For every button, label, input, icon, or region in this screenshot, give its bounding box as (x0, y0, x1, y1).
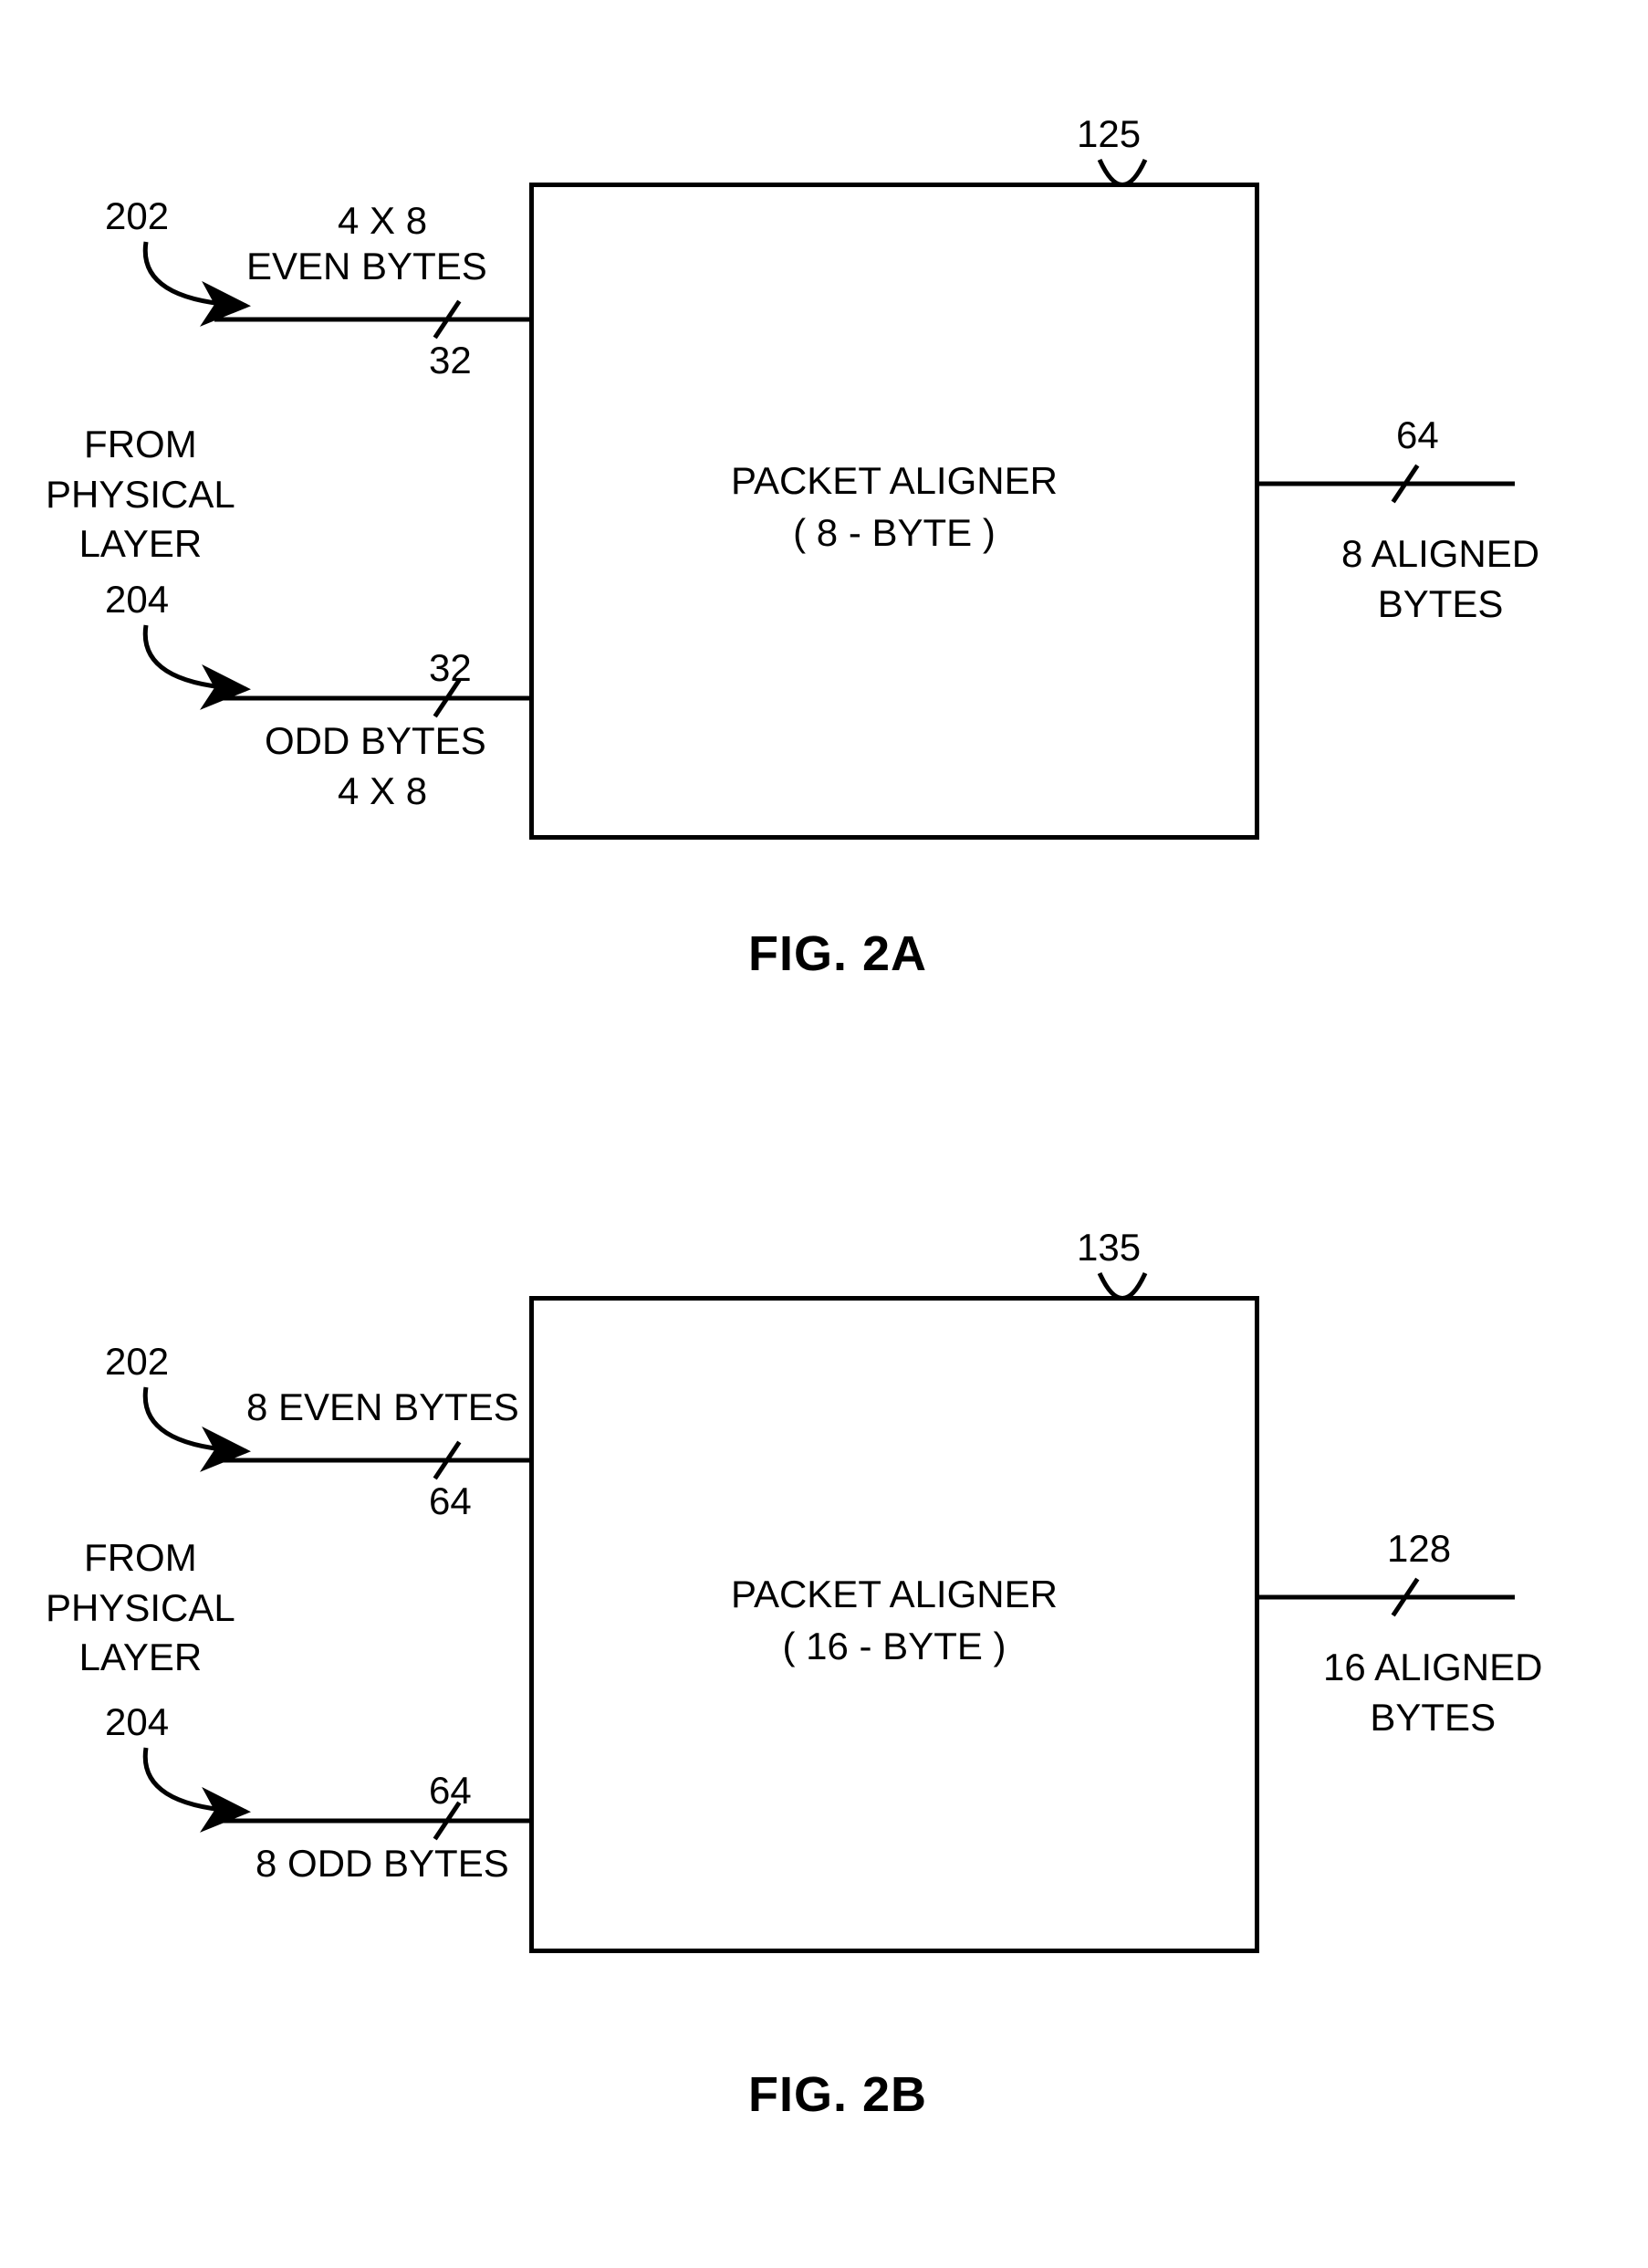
input-label: ODD BYTES (265, 716, 486, 767)
fig2b: PACKET ALIGNER( 16 - BYTE ) 135 FROM PHYSI… (0, 1186, 1648, 2145)
source-label: FROM PHYSICAL LAYER (46, 420, 235, 570)
figure-caption: FIG. 2B (748, 2063, 927, 2127)
input-label: 8 ODD BYTES (256, 1839, 509, 1889)
box-ref: 125 (1077, 110, 1141, 160)
input-label: EVEN BYTES (246, 242, 487, 292)
output-bus-width: 128 (1387, 1524, 1451, 1574)
box-title: PACKET ALIGNER (731, 1570, 1058, 1620)
input-label: 8 EVEN BYTES (246, 1383, 519, 1433)
output-label: 16 ALIGNED BYTES (1323, 1643, 1542, 1742)
input-label-top: 4 X 8 (338, 196, 427, 246)
bus-width: 32 (429, 643, 472, 694)
output-label: 8 ALIGNED BYTES (1341, 529, 1539, 629)
page: PACKET ALIGNER( 8 - BYTE )125FROM PHYSIC… (0, 0, 1648, 2268)
fig2a: PACKET ALIGNER( 8 - BYTE ) 125 FROM PHYSIC… (0, 73, 1648, 1031)
bus-width: 32 (429, 336, 472, 386)
input-label-below: 4 X 8 (338, 767, 427, 817)
box-subtitle: ( 16 - BYTE ) (782, 1622, 1006, 1672)
figure-caption: FIG. 2A (748, 922, 927, 986)
bus-width: 64 (429, 1477, 472, 1527)
output-bus-width: 64 (1396, 411, 1439, 461)
input-ref: 204 (105, 1698, 169, 1748)
box-ref: 135 (1077, 1223, 1141, 1273)
input-ref: 204 (105, 575, 169, 625)
box-title: PACKET ALIGNER (731, 456, 1058, 507)
input-ref: 202 (105, 1337, 169, 1387)
input-ref: 202 (105, 192, 169, 242)
source-label: FROM PHYSICAL LAYER (46, 1533, 235, 1683)
box-subtitle: ( 8 - BYTE ) (793, 508, 996, 559)
bus-width: 64 (429, 1766, 472, 1816)
